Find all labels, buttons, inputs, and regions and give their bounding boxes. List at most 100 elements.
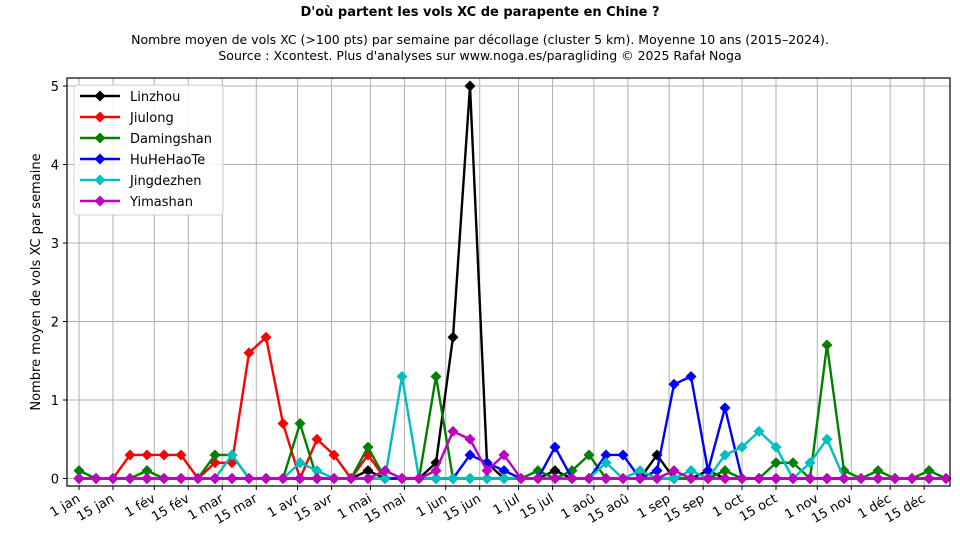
- y-tick-label: 0: [51, 473, 59, 488]
- data-point-marker: [277, 473, 289, 484]
- data-point-marker: [804, 457, 816, 469]
- data-point-marker: [923, 473, 935, 484]
- data-point-marker: [787, 473, 799, 484]
- data-point-marker: [175, 473, 187, 484]
- y-tick-label: 5: [51, 80, 59, 95]
- data-point-marker: [906, 473, 918, 484]
- data-point-marker: [889, 473, 901, 484]
- legend-entry: Linzhou: [130, 90, 180, 105]
- data-point-marker: [685, 465, 697, 477]
- data-point-marker: [736, 473, 748, 484]
- subtitle-line-2: Source : Xcontest. Plus d'analyses sur w…: [218, 48, 742, 63]
- legend-entry: HuHeHaoTe: [130, 153, 205, 168]
- data-point-marker: [787, 457, 799, 469]
- data-point-marker: [226, 473, 238, 484]
- data-point-marker: [396, 370, 408, 382]
- legend-entry: Jiulong: [129, 111, 174, 126]
- data-point-marker: [770, 473, 782, 484]
- data-point-marker: [158, 473, 170, 484]
- data-point-marker: [260, 473, 272, 484]
- data-point-marker: [192, 473, 204, 484]
- data-point-marker: [600, 449, 612, 461]
- data-point-marker: [821, 473, 833, 484]
- data-point-marker: [804, 473, 816, 484]
- data-point-marker: [719, 449, 731, 461]
- data-point-marker: [158, 449, 170, 461]
- y-tick-label: 4: [51, 159, 59, 174]
- data-point-marker: [821, 339, 833, 351]
- data-point-marker: [515, 473, 527, 484]
- data-point-marker: [498, 465, 510, 477]
- x-tick-label: 1 jul: [491, 491, 523, 518]
- data-point-marker: [345, 473, 357, 484]
- data-point-marker: [855, 473, 867, 484]
- data-point-marker: [379, 465, 391, 477]
- data-point-marker: [481, 473, 493, 484]
- data-point-marker: [702, 473, 714, 484]
- series-damingshan: [73, 339, 952, 484]
- data-point-marker: [668, 473, 680, 484]
- data-point-marker: [294, 418, 306, 430]
- data-point-marker: [634, 473, 646, 484]
- data-point-marker: [617, 449, 629, 461]
- x-tick-label: 15 jul: [518, 491, 557, 522]
- data-point-marker: [430, 370, 442, 382]
- plot-frame: [66, 77, 951, 487]
- data-point-marker: [736, 441, 748, 453]
- data-point-marker: [549, 473, 561, 484]
- data-point-marker: [923, 465, 935, 477]
- data-point-marker: [719, 402, 731, 414]
- data-point-marker: [532, 473, 544, 484]
- data-point-marker: [583, 473, 595, 484]
- data-point-marker: [617, 473, 629, 484]
- data-point-marker: [379, 473, 391, 484]
- data-point-marker: [209, 449, 221, 461]
- data-point-marker: [362, 441, 374, 453]
- data-point-marker: [328, 449, 340, 461]
- data-point-marker: [685, 473, 697, 484]
- data-point-marker: [464, 449, 476, 461]
- data-point-marker: [651, 473, 663, 484]
- y-tick-label: 1: [51, 394, 59, 409]
- data-point-marker: [685, 370, 697, 382]
- data-point-marker: [430, 473, 442, 484]
- data-point-marker: [872, 465, 884, 477]
- data-point-marker: [600, 457, 612, 469]
- data-point-marker: [498, 449, 510, 461]
- data-point-marker: [294, 473, 306, 484]
- legend: Linzhou Jiulong Damingshan HuHeHaoTe Jingdez…: [73, 84, 224, 216]
- data-point-marker: [549, 441, 561, 453]
- data-point-marker: [141, 473, 153, 484]
- x-tick-label: 15 jun: [441, 491, 484, 524]
- data-point-marker: [124, 449, 136, 461]
- data-point-marker: [498, 473, 510, 484]
- data-point-marker: [362, 473, 374, 484]
- data-point-marker: [141, 449, 153, 461]
- legend-entry: Damingshan: [130, 132, 212, 147]
- data-point-marker: [872, 473, 884, 484]
- chart-subtitle: Nombre moyen de vols XC (>100 pts) par s…: [0, 32, 960, 64]
- data-point-marker: [464, 80, 476, 92]
- data-point-marker: [294, 457, 306, 469]
- data-point-marker: [600, 473, 612, 484]
- data-point-marker: [243, 473, 255, 484]
- data-point-marker: [464, 433, 476, 445]
- data-point-marker: [311, 433, 323, 445]
- data-point-marker: [668, 465, 680, 477]
- data-point-marker: [753, 425, 765, 437]
- data-point-marker: [940, 473, 952, 484]
- data-point-marker: [396, 473, 408, 484]
- data-point-marker: [770, 441, 782, 453]
- data-point-marker: [668, 378, 680, 390]
- x-tick-label: 15 avr: [292, 491, 336, 525]
- data-point-marker: [447, 473, 459, 484]
- data-point-marker: [124, 473, 136, 484]
- legend-entry: Yimashan: [129, 195, 193, 210]
- y-tick-label: 3: [51, 237, 59, 252]
- data-point-marker: [209, 473, 221, 484]
- x-tick-label: 15 fév: [149, 491, 192, 525]
- data-point-marker: [107, 473, 119, 484]
- data-point-marker: [277, 418, 289, 430]
- data-point-marker: [430, 465, 442, 477]
